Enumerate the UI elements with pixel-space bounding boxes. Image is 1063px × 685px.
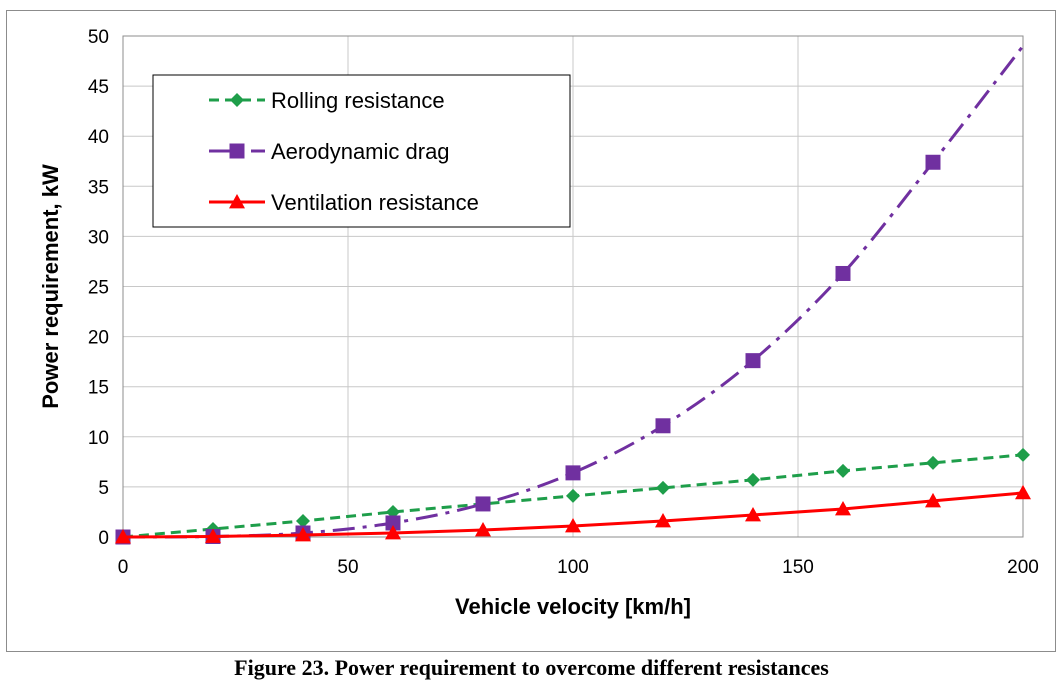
data-point xyxy=(296,513,310,528)
y-tick-label: 30 xyxy=(88,227,109,248)
figure-caption: Figure 23. Power requirement to overcome… xyxy=(234,655,829,680)
legend-label: Aerodynamic drag xyxy=(271,139,450,164)
legend: Rolling resistance Aerodynamic drag Ventil… xyxy=(152,74,571,228)
x-tick-label: 100 xyxy=(557,557,589,578)
legend-marker xyxy=(230,93,244,107)
y-tick-label: 40 xyxy=(88,127,109,148)
y-tick-label: 5 xyxy=(98,478,109,499)
y-tick-label: 35 xyxy=(88,177,109,198)
data-point xyxy=(656,480,670,495)
y-tick-label: 50 xyxy=(88,27,109,48)
x-tick-label: 50 xyxy=(337,557,358,578)
data-point xyxy=(746,472,760,487)
data-point xyxy=(205,528,221,543)
data-point xyxy=(566,488,580,503)
data-point xyxy=(835,500,851,516)
legend-label: Ventilation resistance xyxy=(271,190,479,215)
legend-marker xyxy=(229,194,245,209)
data-point xyxy=(475,521,491,537)
y-tick-label: 20 xyxy=(88,328,109,349)
data-point xyxy=(1016,447,1030,462)
data-point xyxy=(385,515,401,531)
plot-area-border xyxy=(122,35,1024,538)
data-point xyxy=(835,265,851,281)
y-tick-label: 0 xyxy=(98,528,109,549)
chart-frame: 0 5 10 15 20 25 30 35 40 45 50 0 50 100 150 200 Vehicle … xyxy=(6,10,1056,652)
data-point xyxy=(1015,484,1031,500)
data-point xyxy=(836,463,850,478)
legend-item: Rolling resistance xyxy=(209,88,445,113)
x-axis-title: Vehicle velocity [km/h] xyxy=(455,594,691,619)
x-tick-label: 200 xyxy=(1007,557,1039,578)
data-point xyxy=(655,418,671,434)
data-point xyxy=(385,524,401,540)
data-point xyxy=(925,492,941,508)
data-point xyxy=(475,496,491,512)
data-point xyxy=(295,526,311,542)
data-point xyxy=(115,529,131,544)
y-tick-label: 10 xyxy=(88,428,109,449)
x-tick-label: 0 xyxy=(118,557,129,578)
data-point xyxy=(565,517,581,533)
legend-item: Ventilation resistance xyxy=(209,190,479,215)
data-point xyxy=(926,455,940,470)
x-tick-label: 150 xyxy=(782,557,814,578)
y-axis-title: Power requirement, kW xyxy=(38,164,63,409)
legend-item: Aerodynamic drag xyxy=(209,139,450,164)
y-tick-label: 25 xyxy=(88,278,109,299)
line-chart: 0 5 10 15 20 25 30 35 40 45 50 0 50 100 150 200 Vehicle … xyxy=(38,27,1039,619)
y-tick-label: 45 xyxy=(88,77,109,98)
series-ventilation-resistance xyxy=(115,484,1031,544)
legend-marker xyxy=(229,143,245,159)
y-tick-label: 15 xyxy=(88,378,109,399)
data-point xyxy=(386,504,400,519)
data-point xyxy=(925,154,941,170)
series-line xyxy=(122,45,1025,539)
data-point xyxy=(745,353,761,369)
data-point xyxy=(745,506,761,522)
data-point xyxy=(565,465,581,481)
data-point xyxy=(655,512,671,528)
legend-label: Rolling resistance xyxy=(271,88,445,113)
